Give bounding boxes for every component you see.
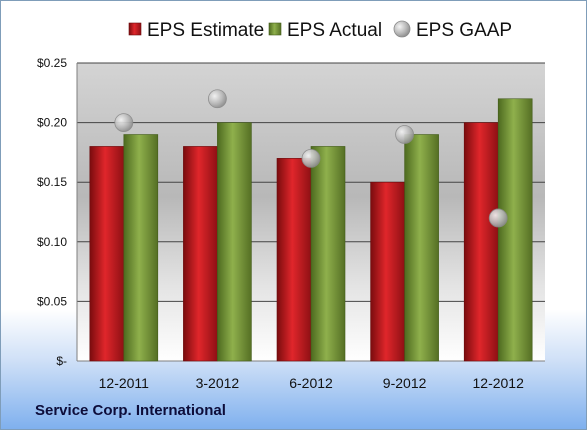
y-tick-label: $- <box>56 354 67 368</box>
eps-actual-bar <box>404 134 439 362</box>
eps-actual-bar <box>497 98 533 362</box>
eps-actual-bar <box>123 134 159 362</box>
eps-estimate-bar <box>183 146 218 362</box>
eps-actual-bar <box>310 146 346 362</box>
y-tick-label: $0.15 <box>37 175 67 189</box>
x-axis-ticks: 12-2011 3-2012 6-2012 9-2012 12-2012 <box>99 375 524 391</box>
eps-estimate-bar <box>276 158 312 362</box>
eps-estimate-bar <box>89 146 125 362</box>
y-tick-label: $0.25 <box>37 56 67 70</box>
x-tick-label: 12-2011 <box>99 375 150 391</box>
gaap-markers <box>114 89 508 228</box>
legend-eps-actual-swatch <box>268 22 282 36</box>
eps-gaap-marker <box>488 208 508 228</box>
company-name: Service Corp. International <box>35 402 226 419</box>
x-tick-label: 6-2012 <box>289 375 333 391</box>
y-tick-label: $0.05 <box>37 294 67 308</box>
eps-estimate-bar <box>463 122 499 362</box>
eps-estimate-bar <box>370 181 405 362</box>
legend-eps-gaap-label: EPS GAAP <box>416 20 512 41</box>
eps-actual-bar <box>217 122 252 362</box>
y-tick-label: $0.20 <box>37 116 67 130</box>
x-tick-label: 12-2012 <box>473 375 525 391</box>
eps-gaap-marker <box>114 113 134 132</box>
legend-eps-gaap-swatch <box>393 20 411 38</box>
legend-eps-estimate-swatch <box>128 22 142 36</box>
eps-gaap-marker <box>301 148 321 168</box>
y-axis-ticks: $- $0.05 $0.10 $0.15 $0.20 $0.25 <box>37 56 67 368</box>
legend: EPS Estimate EPS Actual EPS GAAP <box>128 20 512 41</box>
eps-gaap-marker <box>395 125 415 144</box>
legend-eps-estimate-label: EPS Estimate <box>147 20 264 41</box>
x-tick-label: 9-2012 <box>383 375 427 391</box>
x-tick-label: 3-2012 <box>196 375 240 391</box>
legend-eps-actual-label: EPS Actual <box>287 20 382 41</box>
y-tick-label: $0.10 <box>37 235 67 249</box>
bar-series <box>89 98 533 362</box>
eps-gaap-marker <box>207 89 227 109</box>
